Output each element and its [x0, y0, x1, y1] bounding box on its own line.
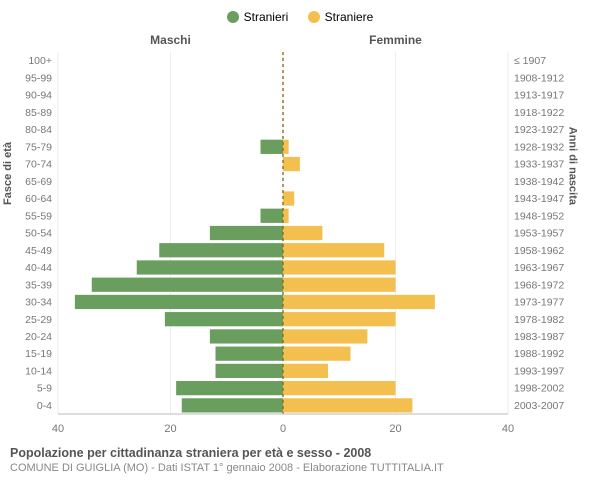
x-tick: 20	[389, 423, 401, 435]
bar-male	[159, 243, 283, 257]
bar-female	[283, 381, 396, 395]
birthyear-label: 1938-1942	[514, 176, 564, 188]
age-label: 85-89	[25, 107, 52, 119]
bar-female	[283, 364, 328, 378]
legend-item-male: Stranieri	[227, 10, 289, 24]
chart-title: Popolazione per cittadinanza straniera p…	[10, 446, 590, 460]
birthyear-label: 1928-1932	[514, 141, 564, 153]
x-tick: 0	[280, 423, 286, 435]
birthyear-label: 1953-1957	[514, 228, 564, 240]
birthyear-label: 1933-1937	[514, 159, 564, 171]
birthyear-label: 1988-1992	[514, 348, 564, 360]
bar-male	[261, 209, 284, 223]
age-label: 50-54	[25, 228, 52, 240]
col-header-male: Maschi	[150, 33, 191, 47]
birthyear-label: 1913-1917	[514, 90, 564, 102]
birthyear-label: 1958-1962	[514, 245, 564, 257]
bar-male	[75, 295, 283, 309]
age-label: 75-79	[25, 141, 52, 153]
age-label: 20-24	[25, 331, 52, 343]
age-label: 10-14	[25, 365, 52, 377]
birthyear-label: 1963-1967	[514, 262, 564, 274]
swatch-female	[308, 11, 320, 23]
bar-male	[210, 329, 283, 343]
bar-female	[283, 140, 289, 154]
x-tick: 40	[502, 423, 514, 435]
legend-label-male: Stranieri	[244, 10, 289, 24]
bar-female	[283, 260, 396, 274]
birthyear-label: 1943-1947	[514, 193, 564, 205]
bar-male	[92, 278, 283, 292]
birthyear-label: 1973-1977	[514, 297, 564, 309]
chart-subtitle: COMUNE DI GUIGLIA (MO) - Dati ISTAT 1° g…	[10, 462, 590, 474]
legend-item-female: Straniere	[308, 10, 374, 24]
bar-female	[283, 398, 412, 412]
birthyear-label: 2003-2007	[514, 400, 564, 412]
age-label: 25-29	[25, 314, 52, 326]
swatch-male	[227, 11, 239, 23]
y-axis-title-right: Anni di nascita	[566, 127, 578, 205]
bar-female	[283, 312, 396, 326]
y-axis-title-left: Fasce di età	[2, 142, 14, 205]
bar-male	[165, 312, 283, 326]
age-label: 95-99	[25, 72, 52, 84]
bar-female	[283, 295, 435, 309]
bar-male	[216, 364, 284, 378]
age-label: 5-9	[37, 383, 52, 395]
bar-female	[283, 226, 322, 240]
age-label: 90-94	[25, 90, 52, 102]
bar-female	[283, 243, 384, 257]
bar-male	[210, 226, 283, 240]
pyramid-chart: Maschi Femmine 40 20 0 20 40 100+ ≤ 1907 95-99 190…	[10, 30, 570, 440]
birthyear-label: 1968-1972	[514, 279, 564, 291]
age-label: 80-84	[25, 124, 52, 136]
bar-male	[261, 140, 284, 154]
birthyear-label: 1908-1912	[514, 72, 564, 84]
birthyear-label: 1948-1952	[514, 210, 564, 222]
age-label: 40-44	[25, 262, 52, 274]
age-label: 35-39	[25, 279, 52, 291]
age-label: 45-49	[25, 245, 52, 257]
x-tick: 20	[164, 423, 176, 435]
legend-label-female: Straniere	[325, 10, 374, 24]
birthyear-label: 1923-1927	[514, 124, 564, 136]
legend: Stranieri Straniere	[10, 10, 590, 26]
bar-male	[182, 398, 283, 412]
birthyear-label: ≤ 1907	[514, 55, 546, 67]
age-label: 60-64	[25, 193, 52, 205]
birthyear-label: 1983-1987	[514, 331, 564, 343]
age-label: 65-69	[25, 176, 52, 188]
age-label: 30-34	[25, 297, 52, 309]
age-label: 55-59	[25, 210, 52, 222]
bar-male	[137, 260, 283, 274]
birthyear-label: 1918-1922	[514, 107, 564, 119]
age-label: 70-74	[25, 159, 52, 171]
birthyear-label: 1998-2002	[514, 383, 564, 395]
birthyear-label: 1993-1997	[514, 365, 564, 377]
bar-male	[176, 381, 283, 395]
chart-area: Fasce di età Anni di nascita MaschiFemmi…	[10, 30, 570, 440]
bar-female	[283, 209, 289, 223]
birthyear-label: 1978-1982	[514, 314, 564, 326]
x-tick: 40	[52, 423, 64, 435]
age-label: 100+	[28, 55, 52, 67]
bar-female	[283, 191, 294, 205]
age-label: 0-4	[37, 400, 52, 412]
col-header-female: Femmine	[369, 33, 422, 47]
bar-male	[216, 347, 284, 361]
age-label: 15-19	[25, 348, 52, 360]
bar-female	[283, 157, 300, 171]
bar-female	[283, 278, 396, 292]
bar-female	[283, 347, 351, 361]
bar-female	[283, 329, 367, 343]
